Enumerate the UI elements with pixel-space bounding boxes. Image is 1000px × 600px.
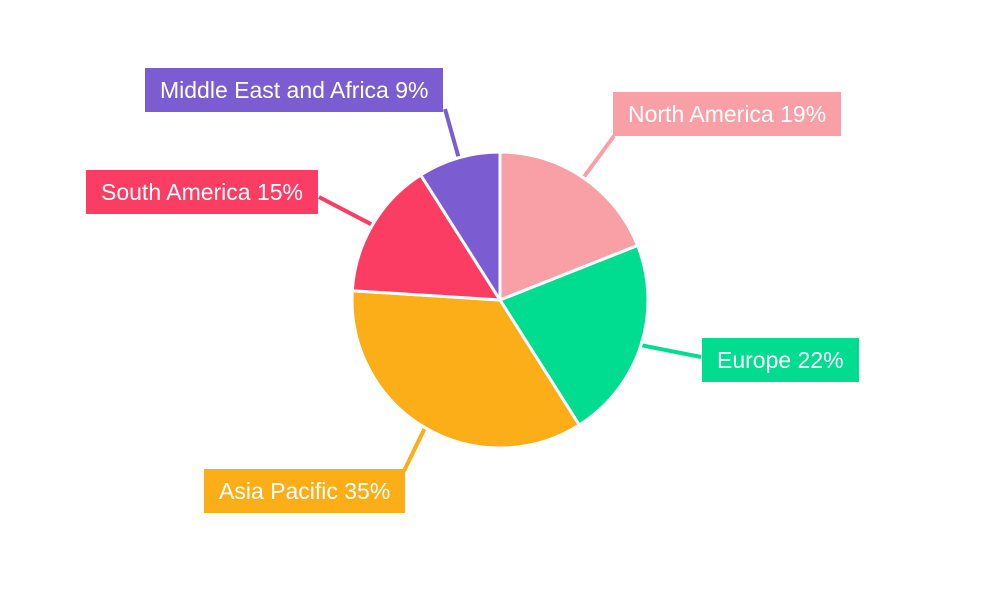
leader-line-south-america [318, 195, 378, 229]
leader-line-north-america [578, 134, 616, 183]
pie-slice-middle-east-and-africa[interactable] [419, 150, 502, 302]
callout-label-south-america: South America 15% [86, 170, 319, 214]
leader-line-middle-east-and-africa [443, 108, 463, 164]
leader-line-asia-pacific [402, 422, 429, 472]
pie-slice-asia-pacific[interactable] [350, 289, 581, 450]
callout-label-middle-east-and-africa: Middle East and Africa 9% [145, 68, 444, 112]
leader-line-europe [635, 342, 702, 359]
callout-label-asia-pacific: Asia Pacific 35% [204, 469, 406, 513]
pie-slice-north-america[interactable] [498, 150, 640, 302]
pie-slice-south-america[interactable] [350, 173, 502, 302]
callout-label-europe: Europe 22% [702, 338, 859, 382]
pie-slice-europe[interactable] [498, 244, 650, 427]
callout-label-north-america: North America 19% [613, 92, 842, 136]
